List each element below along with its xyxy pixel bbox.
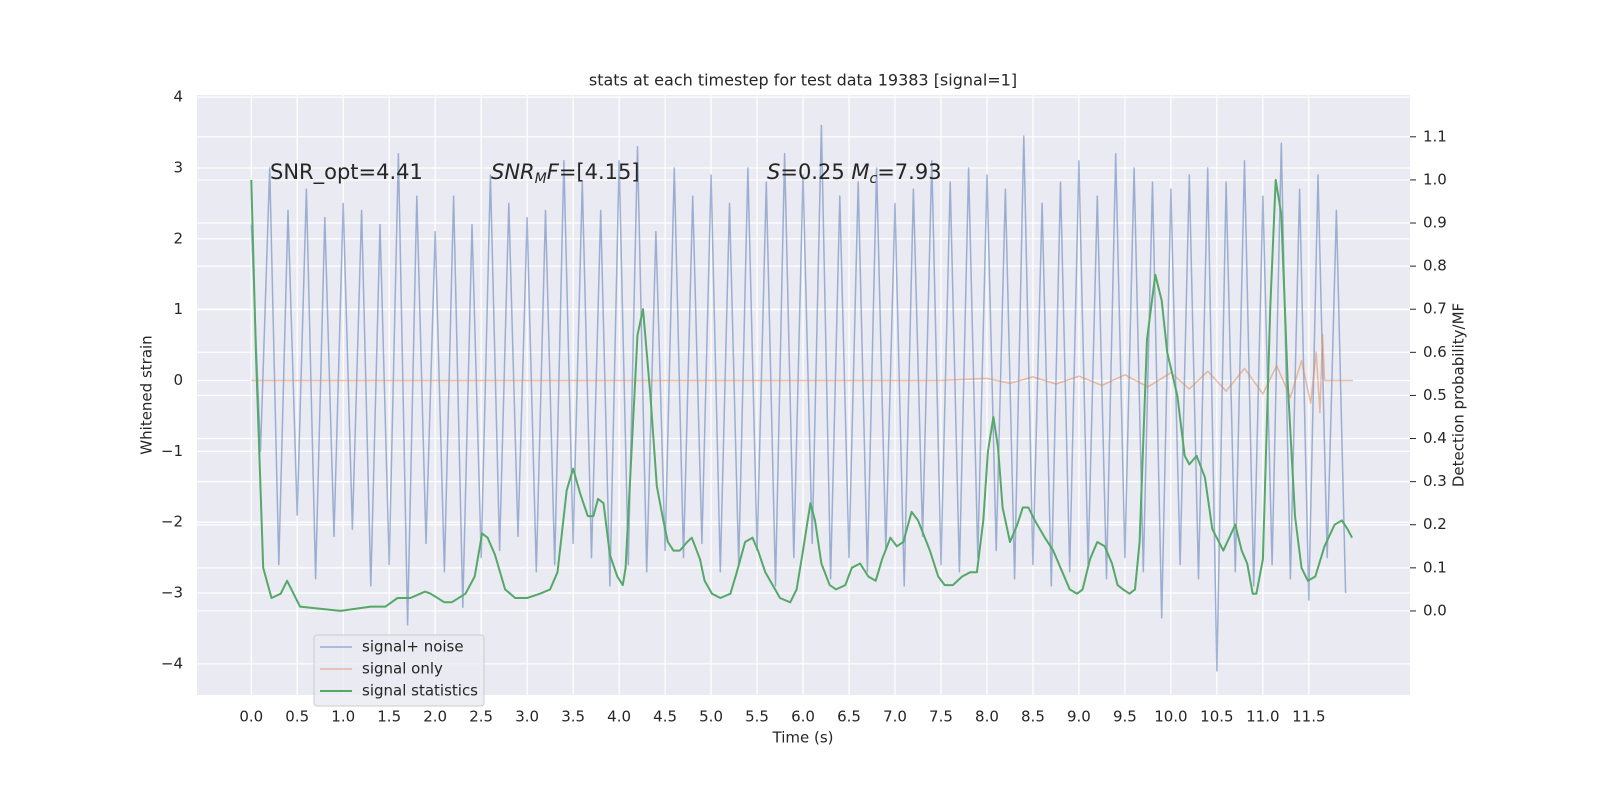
x-tick-label: 4.5 bbox=[653, 708, 677, 726]
x-tick-label: 1.5 bbox=[377, 708, 401, 726]
y-tick-label: 3 bbox=[173, 158, 183, 176]
legend-box bbox=[313, 634, 485, 707]
x-tick-label: 8.0 bbox=[975, 708, 999, 726]
y-tick-label: −2 bbox=[161, 513, 183, 531]
annotation-part: SNR_opt=4.41 bbox=[270, 160, 423, 185]
annotation-part: c bbox=[870, 171, 878, 187]
legend: signal+ noise signal only signal statistic… bbox=[313, 634, 485, 707]
chart-title: stats at each timestep for test data 193… bbox=[589, 71, 1017, 90]
y-tick-label: 0 bbox=[173, 371, 183, 389]
y2-tick-label: 1.1 bbox=[1423, 127, 1447, 145]
y2-tick-label: 0.8 bbox=[1423, 257, 1447, 275]
y-tick-label: −4 bbox=[161, 654, 183, 672]
x-tick-label: 11.0 bbox=[1246, 708, 1279, 726]
y2-tick-label: 0.6 bbox=[1423, 343, 1447, 361]
x-tick-label: 10.5 bbox=[1200, 708, 1233, 726]
x-tick-label: 4.0 bbox=[607, 708, 631, 726]
y-tick-label: −1 bbox=[161, 442, 183, 460]
y2-tick-label: 0.3 bbox=[1423, 472, 1447, 490]
x-tick-label: 2.0 bbox=[423, 708, 447, 726]
x-tick-label: 9.5 bbox=[1113, 708, 1137, 726]
x-tick-label: 3.5 bbox=[561, 708, 585, 726]
annotation: SNR_opt=4.41 bbox=[270, 160, 423, 185]
annotation: S=0.25 Mc=7.93 bbox=[767, 160, 942, 187]
x-tick-label: 9.0 bbox=[1067, 708, 1091, 726]
annotation-part: SNR bbox=[491, 160, 535, 184]
x-tick-label: 5.0 bbox=[699, 708, 723, 726]
y2-tick-label: 1.0 bbox=[1423, 170, 1447, 188]
annotation-part: M bbox=[851, 160, 869, 184]
x-axis-label: Time (s) bbox=[772, 729, 834, 747]
legend-label: signal statistics bbox=[362, 682, 478, 700]
x-tick-label: 8.5 bbox=[1021, 708, 1045, 726]
y2-tick-label: 0.9 bbox=[1423, 214, 1447, 232]
x-tick-label: 3.0 bbox=[515, 708, 539, 726]
y2-axis-label: Detection probability/MF bbox=[1450, 303, 1468, 487]
y-tick-label: 2 bbox=[173, 229, 183, 247]
series-line bbox=[250, 178, 1353, 612]
y2-tick-label: 0.5 bbox=[1423, 386, 1447, 404]
y-axis-label: Whitened strain bbox=[138, 335, 156, 454]
legend-label: signal only bbox=[362, 660, 443, 678]
y2-tick-label: 0.4 bbox=[1423, 429, 1447, 447]
x-tick-label: 5.5 bbox=[745, 708, 769, 726]
annotation-part: S bbox=[767, 160, 780, 184]
annotation-part: =0.25 bbox=[780, 160, 851, 184]
annotation: SNRMF=[4.15] bbox=[491, 160, 640, 187]
x-tick-label: 11.5 bbox=[1292, 708, 1325, 726]
x-tick-label: 10.0 bbox=[1154, 708, 1187, 726]
x-tick-label: 7.5 bbox=[929, 708, 953, 726]
annotation-part: F bbox=[547, 160, 560, 184]
y-tick-label: 4 bbox=[173, 88, 183, 106]
y-tick-label: 1 bbox=[173, 300, 183, 318]
annotation-part: =7.93 bbox=[877, 160, 941, 184]
x-tick-label: 6.0 bbox=[791, 708, 815, 726]
x-tick-label: 6.5 bbox=[837, 708, 861, 726]
y2-tick-label: 0.1 bbox=[1423, 558, 1447, 576]
y-tick-label: −3 bbox=[161, 583, 183, 601]
overlay: 0.0 0.5 1.0 1.5 2.0 2.5 3.0 3.5 4.0 4.5 5.0 5.5 6.0 6… bbox=[161, 88, 1447, 726]
x-tick-label: 1.0 bbox=[331, 708, 355, 726]
plot-marks bbox=[250, 124, 1353, 672]
legend-label: signal+ noise bbox=[362, 638, 464, 656]
annotation-part: =[4.15] bbox=[559, 160, 640, 184]
y2-tick-label: 0.0 bbox=[1423, 601, 1447, 619]
annotation-part: M bbox=[535, 171, 547, 187]
x-tick-label: 7.0 bbox=[883, 708, 907, 726]
x-tick-label: 0.5 bbox=[285, 708, 309, 726]
series-line bbox=[250, 124, 1347, 672]
y2-tick-label: 0.2 bbox=[1423, 515, 1447, 533]
x-tick-label: 0.0 bbox=[239, 708, 263, 726]
y2-tick-label: 0.7 bbox=[1423, 300, 1447, 318]
x-tick-label: 2.5 bbox=[469, 708, 493, 726]
series-line bbox=[251, 333, 1353, 414]
